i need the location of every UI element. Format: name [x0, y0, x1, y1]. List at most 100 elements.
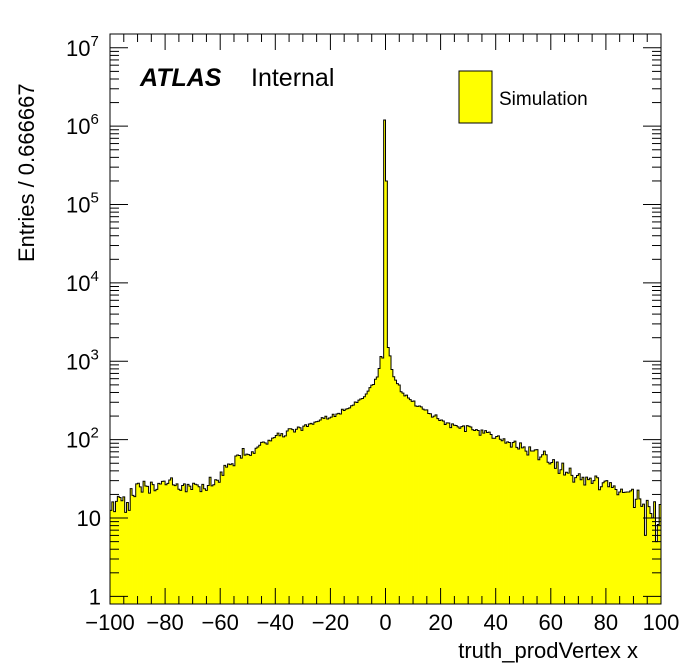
histogram-bin [462, 425, 465, 604]
histogram-bin [181, 485, 184, 604]
histogram-bin [618, 492, 621, 604]
histogram-bin [198, 486, 201, 604]
x-tick-label: 0 [379, 610, 391, 635]
histogram-bin [348, 407, 352, 604]
histogram-bin [315, 421, 318, 604]
histogram-bin [429, 413, 432, 604]
histogram-bin [365, 393, 368, 604]
y-axis-tick-labels: 1 10 102 103 104 105 106 107 [66, 33, 101, 610]
histogram-bin [626, 492, 629, 604]
histogram-bin [460, 426, 464, 604]
histogram-bin [602, 482, 605, 604]
histogram-bin [372, 384, 375, 604]
histogram-bin [398, 385, 401, 604]
histogram-bin [435, 414, 438, 604]
y-tick-label: 104 [66, 268, 99, 296]
histogram-bin [236, 455, 239, 604]
histogram-bin [139, 486, 142, 604]
histogram-bin [403, 395, 407, 604]
histogram-fill [110, 119, 662, 604]
histogram-bin [146, 486, 149, 604]
x-axis-tick-labels: −100 −80 −60 −40 −20 0 20 40 60 80 100 [85, 610, 679, 635]
histogram-bin [622, 492, 625, 604]
histogram-bin [534, 449, 537, 604]
histogram-bin [640, 506, 644, 604]
histogram-bin [488, 432, 491, 604]
histogram-bin [609, 482, 612, 604]
histogram-bin [642, 504, 645, 604]
histogram-bin [469, 426, 473, 604]
histogram-bin [200, 491, 203, 604]
x-axis-ticks [109, 34, 662, 604]
histogram-bin [427, 413, 430, 604]
histogram-bin [367, 391, 370, 604]
histogram-bin [154, 490, 157, 604]
histogram-bin [150, 482, 153, 604]
histogram-bin [339, 413, 342, 604]
histogram-bin [130, 488, 133, 604]
histogram-bin [256, 447, 260, 604]
histogram-bin [523, 446, 526, 604]
histogram-bin [168, 479, 172, 604]
histogram-bin [299, 427, 302, 604]
histogram-bin [117, 496, 120, 604]
histogram-bin [635, 499, 638, 604]
histogram-bin [525, 451, 528, 604]
histogram-bin [582, 477, 585, 604]
histogram-bin [196, 484, 199, 604]
histogram-bin [273, 437, 276, 604]
histogram-bin [583, 484, 587, 604]
x-tick-label: −60 [202, 610, 239, 635]
histogram-bin [172, 484, 175, 604]
histogram-bin [624, 492, 627, 604]
histogram-bin [464, 431, 467, 604]
histogram-bin [536, 449, 539, 604]
histogram-bin [561, 463, 565, 604]
histogram-bin [501, 440, 504, 604]
histogram-bin [433, 416, 436, 604]
histogram-bin [174, 485, 177, 604]
histogram-bin [359, 398, 363, 604]
histogram-bin [214, 479, 217, 604]
histogram-bin [313, 422, 317, 604]
histogram-bin [554, 468, 557, 604]
histogram-bin [122, 496, 126, 604]
histogram-bin [627, 492, 631, 604]
histogram-bin [113, 511, 116, 604]
histogram-bin [324, 416, 328, 604]
histogram-bin [620, 489, 623, 604]
atlas-label: ATLAS [139, 64, 222, 92]
histogram-bin [547, 462, 550, 604]
histogram-bin [177, 489, 181, 604]
histogram-bin [519, 442, 522, 604]
histogram-bin [179, 490, 183, 604]
histogram-bin [203, 488, 206, 604]
histogram-bin [381, 358, 385, 604]
histogram-bin [301, 430, 304, 604]
histogram-bin [497, 435, 500, 604]
histogram-bin [545, 454, 548, 604]
histogram-bin [335, 414, 339, 604]
histogram-bin [600, 486, 603, 604]
histogram-bin [413, 401, 416, 604]
histogram-bin [512, 442, 515, 604]
histogram-bin [161, 481, 164, 604]
histogram-bin [563, 475, 566, 604]
histogram-bin [332, 414, 335, 604]
histogram-bin [409, 399, 412, 604]
histogram-outline [109, 119, 662, 604]
histogram-bin [558, 473, 561, 604]
histogram-bin [605, 480, 609, 604]
histogram-bin [648, 506, 651, 604]
histogram-bin [319, 419, 322, 604]
histogram-bin [503, 438, 506, 604]
histogram-bin [637, 490, 640, 604]
histogram-bin [238, 455, 241, 604]
histogram-bin [225, 467, 228, 604]
histogram-bin [552, 459, 555, 604]
histogram-bin [218, 482, 221, 604]
histogram-bin [363, 396, 366, 604]
histogram-bin [633, 507, 636, 604]
histogram-bin [137, 483, 140, 604]
histogram-bin [424, 410, 427, 604]
